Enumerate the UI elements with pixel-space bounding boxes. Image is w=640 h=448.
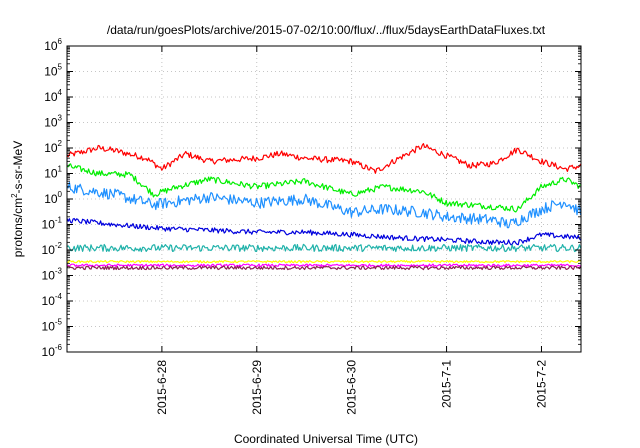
flux-series-line [66,243,582,253]
series-group [66,143,582,271]
y-tick-label: 10-2 [42,241,63,257]
y-tick-label: 10-1 [42,216,63,232]
chart-title: /data/run/goesPlots/archive/2015-07-02/1… [107,23,546,37]
flux-series-line [66,265,582,271]
y-tick-label: 10-5 [42,318,63,334]
x-tick-label: 2015-7-2 [534,360,548,408]
y-tick-label-exp: 3 [58,114,63,123]
y-tick-label-exp: -1 [55,216,63,225]
y-tick-label-base: 10 [42,320,56,334]
y-tick-label-exp: 0 [58,190,63,199]
y-axis-label-rest: -s-sr-MeV [11,141,25,194]
x-axis-label: Coordinated Universal Time (UTC) [234,432,418,446]
y-tick-label-exp: 2 [58,139,63,148]
y-tick-label-base: 10 [44,39,58,53]
flux-series-line [66,143,582,174]
y-axis-label: protons/cm2-s-sr-MeV [10,141,25,257]
y-tick-label-exp: 1 [58,165,63,174]
y-tick-label-exp: -3 [55,267,63,276]
y-tick-label-exp: -4 [55,292,63,301]
y-tick-label-exp: -2 [55,241,63,250]
y-tick-label-base: 10 [44,90,58,104]
y-tick-label: 101 [44,165,62,181]
tick-group: 10610510410310210110010-110-210-310-410-… [42,37,581,415]
flux-series-line [66,181,582,229]
flux-series-line [66,260,581,264]
y-tick-label: 103 [44,114,62,130]
y-tick-label-base: 10 [42,294,56,308]
flux-series-line [66,263,581,268]
y-tick-label-exp: -6 [55,343,63,352]
x-tick-label: 2015-6-29 [250,360,264,415]
y-tick-label-base: 10 [44,141,58,155]
y-tick-label-base: 10 [44,192,58,206]
y-tick-label-base: 10 [44,167,58,181]
grid [67,46,581,352]
y-tick-label: 10-3 [42,267,63,283]
y-axis-label-sup: 2 [10,193,19,198]
y-tick-label: 100 [44,190,62,206]
y-axis-label-base: protons/cm [11,198,25,257]
y-tick-label-exp: 4 [58,88,63,97]
y-tick-label-base: 10 [44,116,58,130]
y-tick-label: 105 [44,63,62,79]
y-tick-label: 102 [44,139,62,155]
y-tick-label-exp: -5 [55,318,63,327]
y-tick-label: 10-6 [42,343,63,359]
y-tick-label-exp: 6 [58,37,63,46]
x-tick-label: 2015-7-1 [440,360,454,408]
y-tick-label-base: 10 [44,65,58,79]
y-tick-label-base: 10 [42,269,56,283]
y-tick-label-base: 10 [42,345,56,359]
y-tick-label-base: 10 [42,243,56,257]
flux-series-line [66,163,581,213]
y-tick-label: 106 [44,37,62,53]
y-tick-label: 104 [44,88,62,104]
y-tick-label: 10-4 [42,292,63,308]
x-tick-label: 2015-6-30 [345,360,359,415]
flux-series-line [66,217,582,246]
x-tick-label: 2015-6-28 [155,360,169,415]
y-tick-label-base: 10 [42,218,56,232]
y-tick-label-exp: 5 [58,63,63,72]
